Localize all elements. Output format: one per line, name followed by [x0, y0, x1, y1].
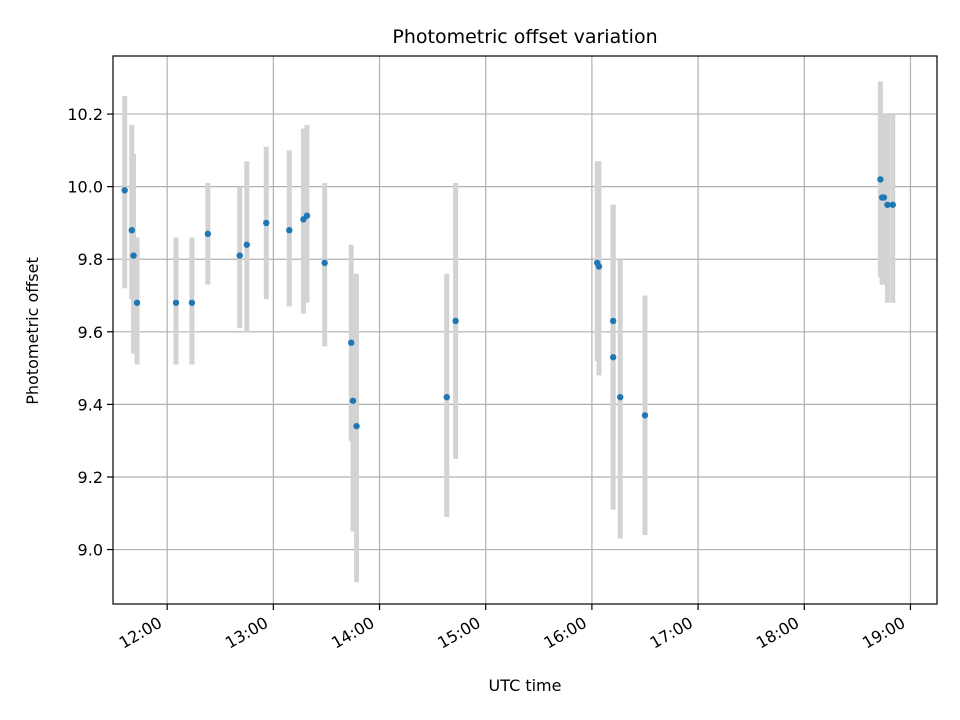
x-axis-ticks: 12:00 13:00 14:00 15:00 16:00 17:00 18:00 19:00: [116, 604, 912, 653]
y-axis-ticks: 9.0 9.2 9.4 9.6 9.8 10.0 10.2: [67, 105, 113, 560]
y-tick-label: 10.2: [67, 105, 103, 124]
data-point: [452, 317, 459, 325]
x-tick-label: 12:00: [116, 613, 165, 653]
data-point: [188, 299, 196, 306]
data-point: [641, 412, 649, 419]
data-point: [877, 176, 884, 183]
data-point: [204, 230, 212, 238]
data-point: [880, 194, 888, 201]
x-tick-label: 15:00: [434, 613, 483, 653]
x-axis-label: UTC time: [489, 676, 562, 695]
data-point: [889, 201, 896, 208]
y-tick-label: 10.0: [67, 178, 103, 197]
data-point: [286, 226, 293, 234]
data-point: [443, 393, 450, 401]
data-point: [236, 252, 243, 259]
data-point: [130, 252, 137, 259]
data-point: [348, 339, 355, 346]
x-tick-label: 14:00: [328, 613, 377, 653]
y-axis-label: Photometric offset: [23, 257, 42, 405]
data-point: [349, 397, 357, 404]
data-point: [609, 317, 617, 325]
x-tick-label: 17:00: [647, 613, 696, 653]
data-point: [128, 226, 135, 234]
data-point: [243, 241, 250, 248]
data-point: [609, 354, 617, 361]
chart-title: Photometric offset variation: [392, 26, 657, 48]
data-point: [595, 263, 603, 270]
x-tick-label: 16:00: [540, 613, 589, 653]
y-tick-label: 9.0: [78, 541, 103, 560]
data-point: [353, 422, 360, 430]
data-points: [121, 176, 896, 430]
data-point: [321, 259, 328, 267]
data-point: [884, 201, 891, 208]
data-point: [303, 212, 311, 219]
y-tick-label: 9.8: [78, 250, 103, 269]
data-point: [121, 187, 128, 194]
plot-frame: [112, 55, 938, 605]
x-tick-label: 19:00: [859, 613, 908, 653]
data-point: [172, 299, 180, 306]
x-tick-label: 13:00: [222, 613, 271, 653]
grid: [113, 56, 937, 604]
y-tick-label: 9.6: [78, 323, 103, 342]
y-tick-label: 9.2: [78, 468, 103, 487]
data-point: [133, 299, 141, 306]
data-point: [263, 219, 270, 227]
data-point: [617, 393, 624, 401]
y-tick-label: 9.4: [78, 395, 103, 414]
x-tick-label: 18:00: [753, 613, 802, 653]
